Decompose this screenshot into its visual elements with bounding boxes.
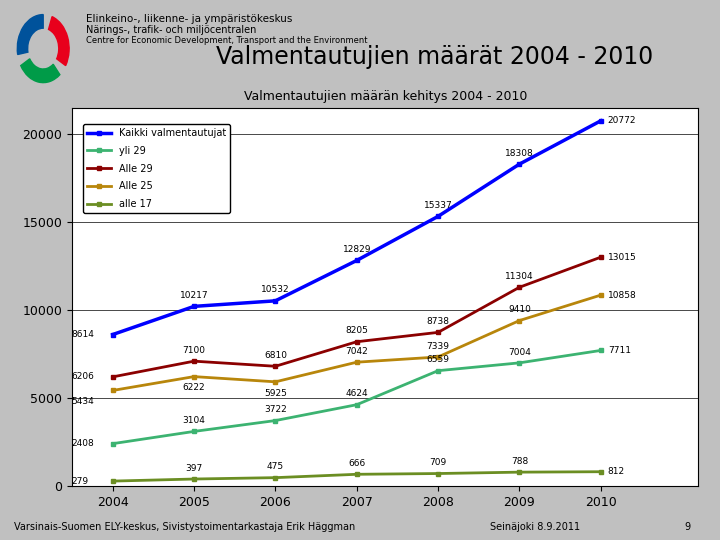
Text: 475: 475 <box>267 462 284 471</box>
Text: Varsinais-Suomen ELY-keskus, Sivistystoimentarkastaja Erik Häggman: Varsinais-Suomen ELY-keskus, Sivistystoi… <box>14 522 356 532</box>
Text: 397: 397 <box>186 464 202 472</box>
Title: Valmentautujien määrän kehitys 2004 - 2010: Valmentautujien määrän kehitys 2004 - 20… <box>243 90 527 103</box>
Text: 8738: 8738 <box>426 317 449 326</box>
Text: 6559: 6559 <box>426 355 449 364</box>
Text: 12829: 12829 <box>343 245 371 254</box>
Text: 18308: 18308 <box>505 149 534 158</box>
Text: 7711: 7711 <box>608 346 631 355</box>
Text: Seinäjoki 8.9.2011: Seinäjoki 8.9.2011 <box>490 522 580 532</box>
Text: 279: 279 <box>71 477 88 485</box>
Text: 7004: 7004 <box>508 348 531 356</box>
Wedge shape <box>17 15 43 55</box>
Text: Valmentautujien määrät 2004 - 2010: Valmentautujien määrät 2004 - 2010 <box>216 45 653 69</box>
Text: 11304: 11304 <box>505 272 534 281</box>
Text: 7339: 7339 <box>426 342 449 350</box>
Text: 788: 788 <box>510 457 528 466</box>
Text: Elinkeino-, liikenne- ja ympäristökeskus: Elinkeino-, liikenne- ja ympäristökeskus <box>86 14 293 24</box>
Wedge shape <box>21 59 60 83</box>
Text: 6206: 6206 <box>71 373 94 381</box>
Text: 3722: 3722 <box>264 405 287 414</box>
Text: 8205: 8205 <box>346 326 368 335</box>
Text: 10532: 10532 <box>261 286 289 294</box>
Text: Närings-, trafik- och miljöcentralen: Närings-, trafik- och miljöcentralen <box>86 25 257 35</box>
Legend: Kaikki valmentautujat, yli 29, Alle 29, Alle 25, alle 17: Kaikki valmentautujat, yli 29, Alle 29, … <box>83 124 230 213</box>
Text: 7100: 7100 <box>183 346 205 355</box>
Text: 4624: 4624 <box>346 389 368 399</box>
Text: 7042: 7042 <box>346 347 368 356</box>
Text: 8614: 8614 <box>71 330 94 339</box>
Text: 6810: 6810 <box>264 351 287 360</box>
Text: 666: 666 <box>348 459 365 468</box>
Text: 9: 9 <box>684 522 690 532</box>
Text: Centre for Economic Development, Transport and the Environment: Centre for Economic Development, Transpo… <box>86 36 368 45</box>
Text: 6222: 6222 <box>183 383 205 393</box>
Text: 13015: 13015 <box>608 253 636 262</box>
Text: 9410: 9410 <box>508 305 531 314</box>
Text: 20772: 20772 <box>608 116 636 125</box>
Text: 10217: 10217 <box>180 291 208 300</box>
Text: 2408: 2408 <box>71 439 94 448</box>
Text: 5925: 5925 <box>264 389 287 398</box>
Text: 709: 709 <box>429 458 446 467</box>
Text: 15337: 15337 <box>423 201 452 210</box>
Text: 10858: 10858 <box>608 291 636 300</box>
Text: 812: 812 <box>608 467 625 476</box>
Wedge shape <box>48 17 69 65</box>
Text: 5434: 5434 <box>71 397 94 406</box>
Text: 3104: 3104 <box>183 416 205 425</box>
